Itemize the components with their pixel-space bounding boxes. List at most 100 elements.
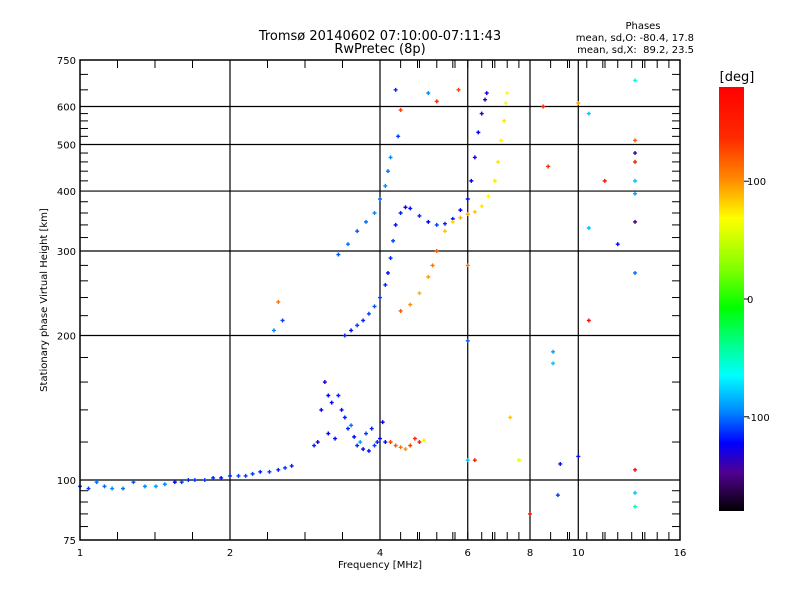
data-point (417, 213, 422, 218)
data-point (472, 209, 477, 214)
data-point (378, 197, 382, 202)
data-point (258, 469, 263, 474)
stats-x-mode: mean, sd,X: 89.2, 23.5 (577, 45, 694, 56)
data-point (131, 480, 136, 485)
data-point (326, 431, 331, 436)
data-point (528, 511, 532, 516)
colorbar-tick-label: 100 (747, 177, 766, 188)
data-point (502, 118, 507, 123)
data-point (355, 229, 360, 234)
data-point (508, 415, 513, 420)
data-point (417, 440, 422, 445)
data-point (289, 463, 294, 468)
x-tick-label: 16 (674, 548, 687, 559)
data-point (312, 443, 317, 448)
data-point (179, 480, 184, 485)
data-point (633, 467, 638, 472)
data-point (465, 212, 470, 217)
data-point (86, 486, 91, 491)
chart-subtitle: RwPretec (8p) (334, 42, 425, 57)
trace (342, 91, 489, 338)
data-point (110, 486, 115, 491)
data-point (465, 458, 470, 463)
data-point (393, 222, 398, 227)
y-axis-label: Stationary phase Virtual Height [km] (39, 208, 50, 392)
data-point (361, 447, 366, 452)
trace (78, 463, 294, 491)
data-point (385, 270, 390, 275)
data-point (211, 475, 216, 480)
data-point (492, 178, 497, 183)
x-tick-labels: 1 2 4 6 8 10 16 (77, 548, 687, 559)
data-point (633, 178, 638, 183)
data-point (315, 440, 320, 445)
x-tick-label: 2 (227, 548, 233, 559)
data-point (403, 205, 408, 210)
data-point (555, 493, 560, 498)
data-point (345, 426, 350, 431)
plot-frame (79, 59, 681, 541)
data-point (633, 504, 638, 509)
data-point (484, 91, 489, 96)
x-tick-label: 4 (377, 548, 383, 559)
x-tick-label: 6 (465, 548, 471, 559)
data-point (430, 263, 435, 268)
data-point (434, 222, 439, 227)
data-point (388, 440, 393, 445)
data-point (102, 484, 107, 489)
data-point (326, 393, 331, 398)
data-point (202, 478, 207, 483)
stats-header: Phases (625, 21, 660, 32)
data-point (336, 252, 341, 257)
data-point (243, 473, 248, 478)
x-tick-label: 8 (527, 548, 533, 559)
trace (336, 155, 393, 257)
data-point (546, 164, 551, 169)
data-point (121, 486, 126, 491)
data-point (602, 178, 607, 183)
data-point (633, 219, 638, 224)
data-point (586, 226, 591, 231)
data-point (383, 440, 388, 445)
data-point (426, 91, 431, 96)
data-point (172, 480, 177, 485)
data-point (391, 238, 396, 243)
data-point (442, 221, 447, 226)
data-point (322, 380, 327, 385)
colorbar-tick-label: 0 (747, 295, 753, 306)
data-point (541, 104, 546, 109)
colorbar (719, 87, 744, 511)
data-point (372, 211, 377, 216)
data-point (369, 426, 374, 431)
data-point (586, 318, 591, 323)
y-tick-label: 100 (57, 476, 76, 487)
chart-title: Tromsø 20140602 07:10:00-07:11:43 (258, 29, 501, 44)
data-point (345, 242, 350, 247)
data-point (393, 87, 398, 92)
data-point (412, 436, 417, 441)
data-point (236, 473, 241, 478)
data-point (219, 475, 224, 480)
data-point (633, 490, 638, 495)
trace (388, 436, 426, 452)
y-tick-label: 750 (57, 56, 76, 67)
data-point (633, 270, 638, 275)
data-point (339, 407, 344, 412)
data-point (465, 338, 470, 343)
data-point (576, 454, 581, 459)
trace (271, 78, 638, 516)
minor-ticks (80, 60, 680, 540)
grid-lines (80, 60, 680, 540)
data-point (186, 478, 191, 483)
data-point (472, 458, 477, 463)
data-point (465, 197, 470, 202)
data-point (355, 443, 360, 448)
data-point (472, 155, 477, 160)
data-point (283, 465, 288, 470)
data-point (442, 229, 447, 234)
trace (312, 380, 388, 453)
data-point (483, 97, 488, 102)
data-point (398, 211, 403, 216)
data-point (479, 111, 484, 116)
